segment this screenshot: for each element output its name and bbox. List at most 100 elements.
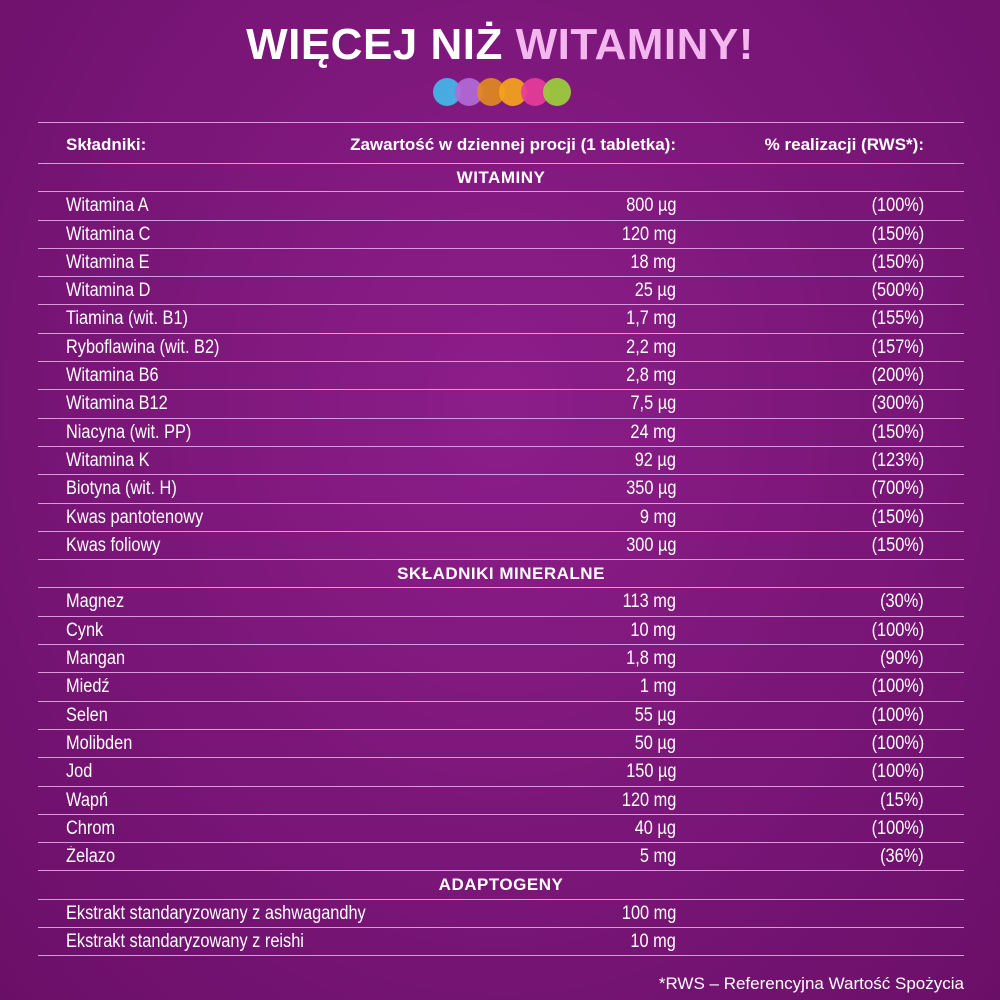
- ingredient-percent: (100%): [871, 732, 924, 754]
- ingredient-name: Witamina E: [66, 251, 150, 273]
- header-percent: % realizacji (RWS*):: [764, 135, 924, 154]
- ingredient-percent: (30%): [880, 591, 924, 613]
- table-row: Wapń 120 mg (15%): [38, 787, 964, 815]
- ingredient-amount: 350 µg: [625, 478, 676, 500]
- table-row: Witamina E 18 mg (150%): [38, 249, 964, 278]
- table-header: Składniki: Zawartość w dziennej procji (…: [38, 122, 964, 164]
- header-content: Zawartość w dziennej procji (1 tabletka)…: [350, 135, 676, 154]
- ingredient-percent: (100%): [871, 704, 924, 726]
- ingredient-percent: (123%): [871, 449, 924, 471]
- table-row: Kwas pantotenowy 9 mg (150%): [38, 504, 964, 532]
- table-row: Selen 55 µg (100%): [38, 702, 964, 730]
- ingredient-name: Ekstrakt standaryzowany z ashwagandhy: [66, 902, 366, 924]
- table-row: Żelazo 5 mg (36%): [38, 843, 964, 872]
- ingredient-amount: 1,8 mg: [626, 648, 676, 670]
- table-row: Ekstrakt standaryzowany z ashwagandhy 100…: [38, 900, 964, 929]
- ingredient-name: Mangan: [66, 648, 126, 670]
- ingredient-name: Tiamina (wit. B1): [66, 308, 188, 330]
- ingredient-amount: 10 mg: [630, 619, 676, 641]
- table-row: Chrom 40 µg (100%): [38, 815, 964, 844]
- section-heading: ADAPTOGENY: [38, 871, 964, 900]
- ingredient-percent: (700%): [871, 478, 924, 500]
- ingredient-amount: 9 mg: [639, 506, 676, 528]
- section-heading: WITAMINY: [38, 164, 964, 193]
- ingredient-amount: 150 µg: [625, 761, 676, 783]
- ingredient-percent: (157%): [871, 336, 924, 358]
- table-row: Witamina A 800 µg (100%): [38, 192, 964, 221]
- ingredient-name: Selen: [66, 704, 108, 726]
- title-part-2: WITAMINY!: [515, 20, 754, 69]
- table-row: Magnez 113 mg (30%): [38, 588, 964, 617]
- ingredient-amount: 100 mg: [621, 902, 676, 924]
- ingredient-percent: (150%): [871, 506, 924, 528]
- ingredient-name: Molibden: [66, 732, 133, 754]
- ingredient-percent: (150%): [871, 421, 924, 443]
- ingredient-amount: 1 mg: [639, 676, 676, 698]
- ingredient-percent: (90%): [880, 648, 924, 670]
- color-dot: [543, 78, 571, 106]
- ingredient-name: Ryboflawina (wit. B2): [66, 336, 220, 358]
- table-row: Ekstrakt standaryzowany z reishi 10 mg: [38, 928, 964, 957]
- ingredient-amount: 300 µg: [625, 534, 676, 556]
- ingredient-percent: (155%): [871, 308, 924, 330]
- ingredient-percent: (100%): [871, 676, 924, 698]
- ingredient-percent: (500%): [871, 280, 924, 302]
- table-row: Cynk 10 mg (100%): [38, 617, 964, 646]
- ingredient-amount: 24 mg: [630, 421, 676, 443]
- table-row: Biotyna (wit. H) 350 µg (700%): [38, 475, 964, 504]
- table-row: Tiamina (wit. B1) 1,7 mg (155%): [38, 305, 964, 334]
- ingredient-amount: 2,8 mg: [626, 365, 676, 387]
- table-row: Witamina B6 2,8 mg (200%): [38, 362, 964, 391]
- ingredient-amount: 800 µg: [625, 195, 676, 217]
- ingredient-percent: (15%): [880, 789, 924, 811]
- ingredient-name: Kwas pantotenowy: [66, 506, 204, 528]
- ingredient-amount: 7,5 µg: [630, 393, 676, 415]
- table-row: Witamina C 120 mg (150%): [38, 221, 964, 249]
- nutrition-table: Składniki: Zawartość w dziennej procji (…: [38, 122, 964, 957]
- ingredient-percent: (36%): [880, 846, 924, 868]
- page-title: WIĘCEJ NIŻ WITAMINY!: [0, 18, 1000, 72]
- ingredient-amount: 120 mg: [621, 789, 676, 811]
- ingredient-name: Witamina B6: [66, 365, 159, 387]
- ingredient-name: Niacyna (wit. PP): [66, 421, 192, 443]
- table-row: Miedź 1 mg (100%): [38, 673, 964, 702]
- ingredient-name: Ekstrakt standaryzowany z reishi: [66, 931, 304, 953]
- ingredient-percent: (100%): [871, 619, 924, 641]
- section-heading: SKŁADNIKI MINERALNE: [38, 560, 964, 589]
- ingredient-name: Kwas foliowy: [66, 534, 161, 556]
- ingredient-amount: 5 mg: [639, 846, 676, 868]
- table-row: Jod 150 µg (100%): [38, 758, 964, 787]
- ingredient-percent: (200%): [871, 365, 924, 387]
- ingredient-name: Witamina B12: [66, 393, 168, 415]
- footnote: *RWS – Referencyjna Wartość Spożycia: [658, 974, 964, 993]
- title-part-1: WIĘCEJ NIŻ: [246, 20, 503, 69]
- ingredient-percent: (100%): [871, 817, 924, 839]
- ingredient-amount: 40 µg: [634, 817, 676, 839]
- ingredient-amount: 55 µg: [634, 704, 676, 726]
- ingredient-name: Miedź: [66, 676, 110, 698]
- ingredient-percent: (150%): [871, 223, 924, 245]
- table-row: Ryboflawina (wit. B2) 2,2 mg (157%): [38, 334, 964, 363]
- ingredient-percent: (300%): [871, 393, 924, 415]
- table-row: Witamina B12 7,5 µg (300%): [38, 390, 964, 419]
- ingredient-amount: 92 µg: [634, 449, 676, 471]
- ingredient-name: Chrom: [66, 817, 116, 839]
- ingredient-name: Biotyna (wit. H): [66, 478, 177, 500]
- ingredient-name: Magnez: [66, 591, 125, 613]
- ingredient-percent: (100%): [871, 195, 924, 217]
- ingredient-amount: 1,7 mg: [626, 308, 676, 330]
- ingredient-amount: 50 µg: [634, 732, 676, 754]
- ingredient-name: Witamina D: [66, 280, 151, 302]
- ingredient-amount: 2,2 mg: [626, 336, 676, 358]
- table-row: Kwas foliowy 300 µg (150%): [38, 532, 964, 561]
- ingredient-name: Cynk: [66, 619, 104, 641]
- ingredient-amount: 25 µg: [634, 280, 676, 302]
- ingredient-percent: (100%): [871, 761, 924, 783]
- ingredient-name: Jod: [66, 761, 93, 783]
- table-row: Molibden 50 µg (100%): [38, 730, 964, 759]
- ingredient-amount: 10 mg: [630, 931, 676, 953]
- ingredient-percent: (150%): [871, 534, 924, 556]
- table-row: Witamina D 25 µg (500%): [38, 277, 964, 306]
- color-dots-decoration: [433, 78, 573, 106]
- ingredient-percent: (150%): [871, 251, 924, 273]
